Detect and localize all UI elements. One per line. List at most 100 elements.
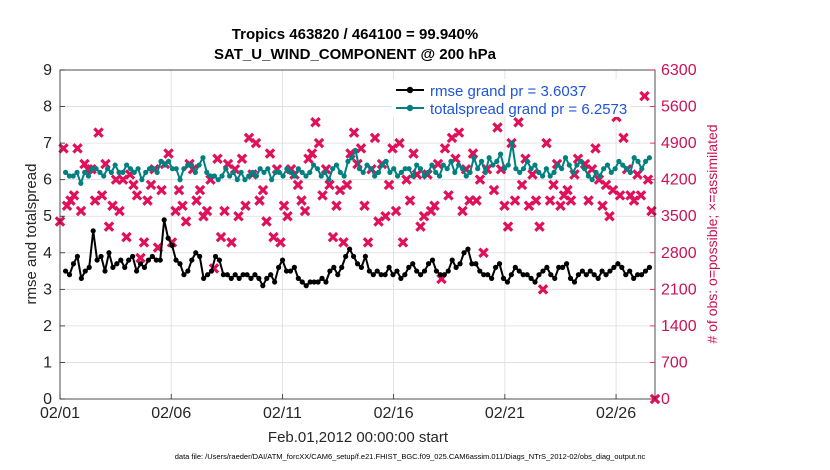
obs-marker-core <box>593 146 598 151</box>
totalspread-point <box>101 173 107 179</box>
y-right-tick-label: 1400 <box>661 318 697 335</box>
y-tick-label: 6 <box>43 172 52 189</box>
rmse-point <box>445 268 451 274</box>
rmse-point <box>366 268 372 274</box>
rmse-point <box>575 272 582 278</box>
plot-series <box>54 85 661 405</box>
obs-count-marker <box>544 195 556 206</box>
chart-subtitle: SAT_U_WIND_COMPONENT @ 200 hPa <box>214 46 497 63</box>
obs-count-marker <box>110 174 122 185</box>
totalspread-point <box>78 180 84 186</box>
rmse-point <box>224 272 230 278</box>
obs-marker-core <box>453 156 458 161</box>
rmse-point <box>615 261 621 267</box>
legend: rmse grand pr = 3.6037 totalspread grand… <box>392 79 630 118</box>
obs-count-marker <box>212 153 223 165</box>
rmse-point <box>86 264 92 270</box>
rmse-point <box>418 272 424 278</box>
obs-count-marker <box>327 231 339 243</box>
obs-count-marker <box>530 195 542 206</box>
totalspread-point <box>414 162 420 168</box>
obs-marker-core <box>617 193 623 198</box>
x-tick-label: 02/06 <box>151 405 191 422</box>
rmse-point <box>646 264 653 270</box>
totalspread-point <box>555 162 561 168</box>
obs-count-marker <box>509 195 521 206</box>
rmse-point <box>560 264 566 270</box>
rmse-point <box>563 261 570 267</box>
totalspread-point <box>314 166 321 172</box>
obs-marker-core <box>582 161 588 167</box>
rmse-point <box>335 272 341 278</box>
obs-count-marker <box>492 122 503 133</box>
obs-marker-core <box>243 203 248 208</box>
totalspread-point <box>398 169 404 175</box>
totalspread-point <box>486 155 492 161</box>
obs-count-marker <box>443 190 454 201</box>
totalspread-point <box>230 169 237 175</box>
rmse-point <box>204 272 211 278</box>
totalspread-point <box>188 162 195 168</box>
totalspread-point <box>173 166 179 172</box>
obs-count-marker <box>590 143 601 154</box>
obs-marker-core <box>645 177 651 182</box>
obs-marker-core <box>208 177 213 182</box>
obs-count-marker <box>632 169 643 180</box>
rmse-point <box>256 275 262 281</box>
obs-marker-core <box>600 203 605 208</box>
totalspread-point <box>66 173 72 179</box>
obs-marker-core <box>103 161 108 167</box>
obs-marker-core <box>253 140 259 146</box>
rmse-point <box>611 264 617 270</box>
totalspread-point <box>452 169 458 175</box>
rmse-point <box>433 268 440 274</box>
rmse-point <box>607 268 613 274</box>
obs-marker-core <box>92 198 98 203</box>
totalspread-point <box>135 166 141 172</box>
obs-marker-core <box>120 177 126 182</box>
obs-count-marker <box>226 237 237 248</box>
totalspread-point <box>574 162 580 168</box>
rmse-point <box>248 275 254 281</box>
obs-marker-core <box>71 193 77 198</box>
grid <box>59 69 655 400</box>
rmse-point <box>631 275 637 281</box>
totalspread-point <box>299 169 305 175</box>
totalspread-point <box>261 169 267 175</box>
obs-count-marker <box>114 205 125 217</box>
totalspread-point <box>192 169 198 175</box>
obs-count-marker <box>145 179 157 191</box>
obs-marker-core <box>127 172 133 177</box>
rmse-point <box>157 257 163 263</box>
rmse-point <box>137 261 144 267</box>
obs-marker-core <box>222 208 227 214</box>
totalspread-point <box>104 166 111 172</box>
obs-count-marker <box>93 127 104 138</box>
obs-count-marker <box>380 210 391 222</box>
rmse-point <box>449 257 455 263</box>
obs-marker-core <box>568 198 574 203</box>
obs-count-marker <box>639 90 650 102</box>
totalspread-point <box>295 166 301 172</box>
obs-count-marker <box>502 221 514 232</box>
obs-count-marker <box>642 174 654 185</box>
obs-marker-core <box>313 120 318 125</box>
obs-count-marker <box>383 179 395 191</box>
totalspread-point <box>345 158 351 164</box>
obs-marker-core <box>75 146 80 151</box>
rmse-point <box>441 272 447 278</box>
obs-count-marker <box>453 127 465 138</box>
obs-count-marker <box>359 200 370 212</box>
totalspread-point <box>333 162 340 168</box>
obs-count-marker <box>394 137 405 149</box>
totalspread-point <box>108 169 114 175</box>
rmse-point <box>165 235 171 241</box>
obs-count-marker <box>338 237 349 248</box>
obs-count-marker <box>254 195 265 206</box>
rmse-point <box>161 217 167 223</box>
rmse-point <box>339 264 345 270</box>
totalspread-point <box>200 155 206 161</box>
totalspread-point <box>597 173 603 179</box>
totalspread-point <box>276 169 282 175</box>
obs-marker-core <box>264 219 269 224</box>
